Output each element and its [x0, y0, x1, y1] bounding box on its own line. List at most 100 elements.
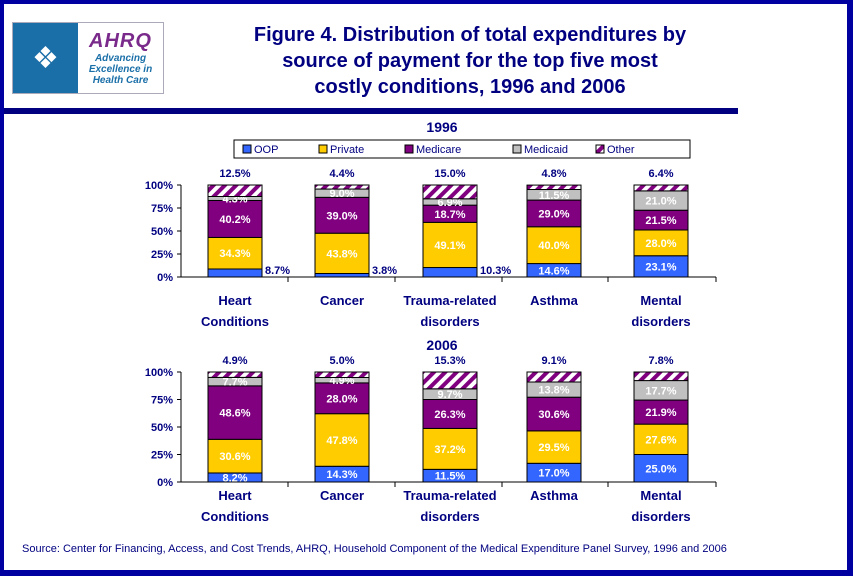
data-label-medicaid: 21.0%	[645, 196, 676, 208]
data-label-other: 4.4%	[329, 168, 354, 180]
legend-box	[233, 139, 691, 159]
data-label-medicare: 30.6%	[538, 409, 569, 421]
legend-label-other: Other	[607, 144, 635, 156]
data-label-private: 30.6%	[219, 451, 250, 463]
figure-title: Figure 4. Distribution of total expendit…	[220, 22, 720, 100]
legend-label-private: Private	[330, 144, 364, 156]
data-label-oop: 8.2%	[222, 472, 247, 484]
data-label-medicare: 39.0%	[326, 210, 357, 222]
data-label-medicaid: 11.5%	[539, 190, 570, 202]
category-label: Heart	[218, 488, 252, 503]
data-label-medicaid: 13.8%	[538, 385, 569, 397]
category-label: Mental	[640, 293, 681, 308]
bar-segment-private	[422, 221, 478, 269]
category-label: Mental	[640, 488, 681, 503]
category-label: Conditions	[201, 509, 269, 524]
chart-title-1996: 1996	[426, 119, 457, 135]
bar-segment-other	[207, 371, 263, 378]
data-label-medicaid: 4.9%	[329, 375, 354, 387]
y-tick-label: 100%	[145, 180, 173, 192]
y-tick-label: 25%	[151, 249, 173, 261]
category-label: Conditions	[201, 314, 269, 329]
data-label-other: 12.5%	[219, 168, 250, 180]
logo-tagline-1: Advancing	[94, 53, 147, 64]
legend-swatch-medicare	[404, 144, 414, 154]
y-tick-label: 75%	[151, 395, 173, 407]
logo-brand: AHRQ	[89, 30, 152, 52]
data-label-oop: 25.0%	[645, 463, 676, 475]
data-label-medicare: 21.9%	[645, 407, 676, 419]
bar-segment-private	[526, 226, 582, 265]
data-label-medicare: 48.6%	[219, 408, 250, 420]
y-tick-label: 0%	[157, 272, 173, 284]
category-label: disorders	[420, 314, 479, 329]
category-label: Asthma	[530, 488, 578, 503]
legend-swatch-medicaid	[512, 144, 522, 154]
data-label-oop: 3.8%	[372, 265, 397, 277]
category-label: disorders	[631, 314, 690, 329]
data-label-medicaid: 7.7%	[222, 377, 247, 389]
data-label-private: 40.0%	[538, 240, 569, 252]
y-tick-label: 75%	[151, 203, 173, 215]
legend-swatch-oop	[242, 144, 252, 154]
data-label-private: 28.0%	[645, 238, 676, 250]
data-label-private: 43.8%	[326, 248, 357, 260]
legend-swatch-private	[318, 144, 328, 154]
bar-segment-private	[633, 423, 689, 456]
data-label-medicare: 29.0%	[538, 208, 569, 220]
data-label-medicare: 18.7%	[434, 209, 465, 221]
category-label: disorders	[631, 509, 690, 524]
data-label-medicaid: 17.7%	[645, 385, 676, 397]
bar-segment-oop	[314, 273, 370, 278]
ahrq-logo: ❖ AHRQ Advancing Excellence in Health Ca…	[12, 22, 164, 94]
bar-segment-medicare	[207, 385, 263, 440]
data-label-oop: 17.0%	[538, 468, 569, 480]
bar-segment-other	[633, 184, 689, 192]
data-label-private: 37.2%	[434, 444, 465, 456]
data-label-oop: 14.3%	[326, 469, 357, 481]
bar-segment-other	[633, 371, 689, 382]
bar-segment-medicare	[526, 199, 582, 228]
data-label-medicaid: 6.9%	[437, 197, 462, 209]
y-tick-label: 50%	[151, 226, 173, 238]
data-label-other: 15.3%	[434, 355, 465, 367]
bar-segment-other	[422, 371, 478, 390]
data-label-private: 27.6%	[645, 434, 676, 446]
data-label-oop: 23.1%	[645, 261, 676, 273]
title-line-3: costly conditions, 1996 and 2006	[314, 76, 626, 98]
title-divider	[4, 108, 738, 114]
source-note: Source: Center for Financing, Access, an…	[22, 543, 727, 555]
bar-segment-private	[207, 236, 263, 270]
bar-segment-other	[314, 371, 370, 378]
category-label: Cancer	[320, 488, 364, 503]
category-label: Cancer	[320, 293, 364, 308]
category-label: Heart	[218, 293, 252, 308]
y-tick-label: 100%	[145, 367, 173, 379]
logo-tagline-3: Health Care	[92, 75, 149, 86]
y-tick-label: 25%	[151, 450, 173, 462]
title-line-2: source of payment for the top five most	[282, 50, 658, 72]
category-label: Trauma-related	[403, 293, 496, 308]
bar-segment-private	[633, 229, 689, 257]
legend-label-medicare: Medicare	[416, 144, 461, 156]
data-label-other: 5.0%	[329, 355, 354, 367]
data-label-other: 9.1%	[541, 355, 566, 367]
data-label-oop: 8.7%	[265, 265, 290, 277]
bar-segment-oop	[422, 267, 478, 278]
bar-segment-other	[314, 184, 370, 190]
hhs-eagle-icon: ❖	[13, 23, 78, 93]
category-label: disorders	[420, 509, 479, 524]
y-tick-label: 50%	[151, 422, 173, 434]
title-line-1: Figure 4. Distribution of total expendit…	[253, 24, 687, 46]
bar-segment-other	[422, 184, 478, 200]
data-label-private: 29.5%	[538, 442, 569, 454]
logo-tagline-2: Excellence in	[88, 64, 153, 75]
legend-label-oop: OOP	[254, 144, 278, 156]
data-label-medicaid: 9.7%	[437, 389, 462, 401]
data-label-private: 34.3%	[219, 248, 250, 260]
y-tick-label: 0%	[157, 477, 173, 489]
chart-title-2006: 2006	[426, 337, 457, 353]
data-label-medicare: 26.3%	[434, 409, 465, 421]
bar-segment-medicare	[314, 382, 370, 415]
